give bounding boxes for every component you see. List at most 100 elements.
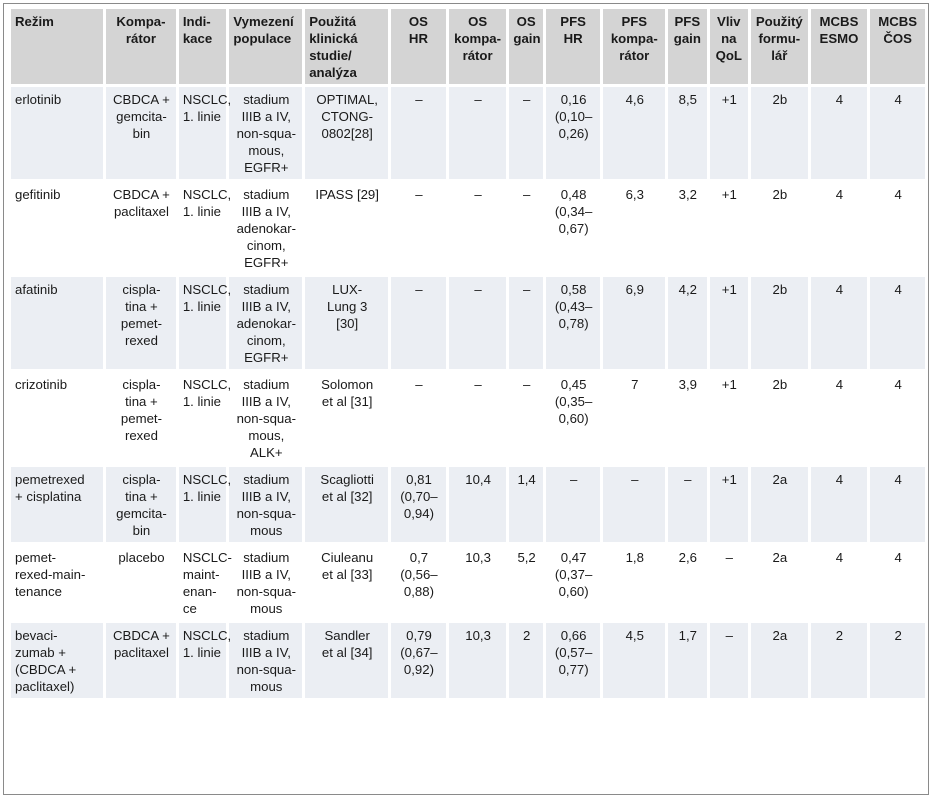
table-cell: 4 [810, 467, 868, 542]
table-cell: 2,6 [668, 545, 707, 620]
table-cell: – [448, 372, 507, 464]
table-cell: erlotinib [11, 87, 104, 179]
table-cell: IPASS [29] [305, 182, 389, 274]
table-cell: 4 [810, 87, 868, 179]
table-cell: 2b [751, 277, 808, 369]
table-cell: – [391, 277, 446, 369]
header-cell: Indi- kace [178, 9, 227, 84]
header-cell: PFS kompa- rátor [603, 9, 666, 84]
table-cell: 6,3 [603, 182, 666, 274]
table-cell: 0,7 (0,56– 0,88) [391, 545, 446, 620]
table-cell: CBDCA + gemcita- bin [106, 87, 176, 179]
table-cell: – [391, 372, 446, 464]
table-cell: 5,2 [509, 545, 543, 620]
table-cell: stadium IIIB a IV, adenokar- cinom, EGFR… [229, 277, 303, 369]
table-cell: – [509, 372, 543, 464]
table-cell: 0,58 (0,43– 0,78) [545, 277, 601, 369]
table-row: gefitinib CBDCA + paclitaxel NSCLC, 1. lin… [11, 182, 925, 274]
table-cell: 7 [603, 372, 666, 464]
header-cell: OS gain [509, 9, 543, 84]
table-cell: 4 [870, 467, 925, 542]
table-cell: 4 [870, 277, 925, 369]
table-cell: 4 [870, 372, 925, 464]
table-cell: 4 [870, 182, 925, 274]
header-cell: MCBS ESMO [810, 9, 868, 84]
table-cell: NSCLC, 1. linie [178, 277, 231, 369]
table-cell: cispla- tina + gemcita- bin [106, 467, 176, 542]
table-cell: 2a [751, 467, 808, 542]
table-row: bevaci- zumab + (CBDCA + paclitaxel) CBDC… [11, 623, 925, 698]
table-cell: 6,9 [603, 277, 666, 369]
table-cell: stadium IIIB a IV, non-squa- mous, ALK+ [229, 372, 303, 464]
header-cell: Použitý formu- lář [751, 9, 808, 84]
table-cell: LUX- Lung 3 [30] [305, 277, 389, 369]
table-cell: 4 [810, 372, 868, 464]
table-cell: 10,3 [448, 545, 507, 620]
table-cell: +1 [709, 372, 748, 464]
table-cell: NSCLC, 1. linie [178, 87, 231, 179]
table-cell: 4,5 [603, 623, 666, 698]
table-row: afatinib cispla- tina + pemet- rexed NSCLC… [11, 277, 925, 369]
table-cell: 2 [810, 623, 868, 698]
table-cell: crizotinib [11, 372, 104, 464]
table-cell: Solomon et al [31] [305, 372, 389, 464]
table-cell: Ciuleanu et al [33] [305, 545, 389, 620]
header-row: Režim Kompa- rátor Indi- kace Vymezení p… [11, 9, 925, 84]
header-cell: Vliv na QoL [709, 9, 748, 84]
table-cell: 0,45 (0,35– 0,60) [545, 372, 601, 464]
table-cell: 10,4 [448, 467, 507, 542]
table-cell: 4 [810, 182, 868, 274]
table-cell: 4 [810, 277, 868, 369]
table-cell: – [668, 467, 707, 542]
header-cell: OS kompa- rátor [448, 9, 507, 84]
table-cell: CBDCA + paclitaxel [106, 182, 176, 274]
table-cell: 0,66 (0,57– 0,77) [545, 623, 601, 698]
table-cell: gefitinib [11, 182, 104, 274]
table-cell: 8,5 [668, 87, 707, 179]
table-cell: 2 [509, 623, 543, 698]
table-cell: +1 [709, 277, 748, 369]
table-cell: CBDCA + paclitaxel [106, 623, 176, 698]
header-cell: OS HR [391, 9, 446, 84]
table-cell: 2b [751, 182, 808, 274]
header-cell: Režim [11, 9, 104, 84]
table-cell: – [448, 87, 507, 179]
table-cell: 3,2 [668, 182, 707, 274]
table-cell: – [391, 87, 446, 179]
table-cell: stadium IIIB a IV, adenokar- cinom, EGFR… [229, 182, 303, 274]
table-cell: 0,47 (0,37– 0,60) [545, 545, 601, 620]
table-cell: 4,2 [668, 277, 707, 369]
table-cell: 2b [751, 87, 808, 179]
table-cell: 4,6 [603, 87, 666, 179]
table-cell: NSCLC, 1. linie [178, 467, 231, 542]
table-cell: – [509, 87, 543, 179]
table-cell: 2a [751, 623, 808, 698]
table-cell: Sandler et al [34] [305, 623, 389, 698]
table-cell: 3,9 [668, 372, 707, 464]
table-cell: – [391, 182, 446, 274]
table-cell: 1,4 [509, 467, 543, 542]
header-cell: Kompa- rátor [106, 9, 176, 84]
table-cell: 0,48 (0,34– 0,67) [545, 182, 601, 274]
table-row: crizotinib cispla- tina + pemet- rexed NSC… [11, 372, 925, 464]
table-cell: 4 [870, 545, 925, 620]
table-row: pemetrexed + cisplatina cispla- tina + ge… [11, 467, 925, 542]
table-cell: cispla- tina + pemet- rexed [106, 372, 176, 464]
table-cell: 0,16 (0,10– 0,26) [545, 87, 601, 179]
table-cell: 2a [751, 545, 808, 620]
table-cell: pemet- rexed-main- tenance [11, 545, 104, 620]
table-cell: pemetrexed + cisplatina [11, 467, 104, 542]
table-cell: stadium IIIB a IV, non-squa- mous, EGFR+ [229, 87, 303, 179]
table-cell: 0,79 (0,67– 0,92) [391, 623, 446, 698]
table-cell: – [448, 182, 507, 274]
table-cell: 2b [751, 372, 808, 464]
table-cell: 1,8 [603, 545, 666, 620]
table-cell: NSCLC- maint- enan- ce [178, 545, 232, 620]
table-cell: NSCLC, 1. linie [178, 623, 231, 698]
mcbs-table: Režim Kompa- rátor Indi- kace Vymezení p… [8, 6, 928, 701]
header-cell: Vymezení populace [229, 9, 303, 84]
table-cell: 1,7 [668, 623, 707, 698]
table-cell: stadium IIIB a IV, non-squa- mous [229, 623, 303, 698]
table-frame: Režim Kompa- rátor Indi- kace Vymezení p… [3, 3, 929, 795]
table-cell: stadium IIIB a IV, non-squa- mous [229, 545, 303, 620]
